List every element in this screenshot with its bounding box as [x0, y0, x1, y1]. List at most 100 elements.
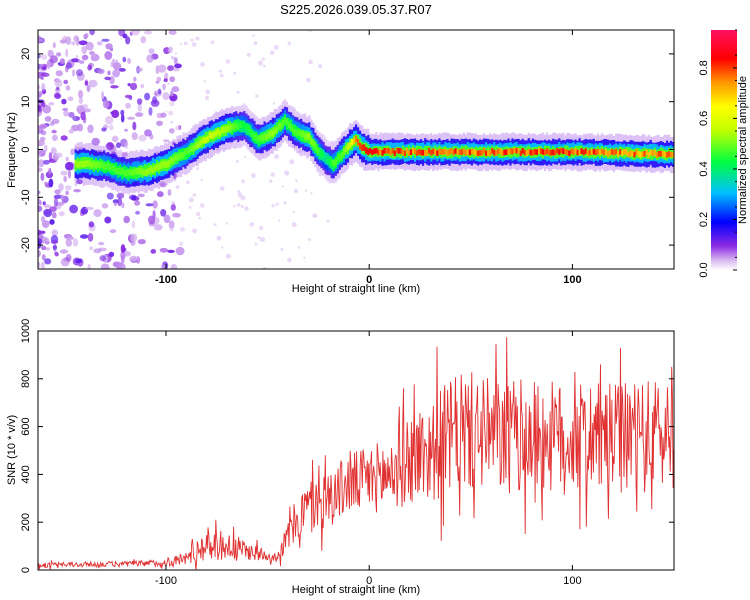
- noise-blob: [137, 103, 142, 112]
- ridge-cell: [174, 154, 177, 162]
- ridge-cell: [153, 165, 156, 172]
- ridge-cell: [261, 134, 264, 142]
- noise-blob: [40, 54, 48, 60]
- noise-blob: [55, 70, 63, 77]
- noise-blob: [200, 178, 203, 181]
- ridge-cell: [324, 156, 327, 163]
- noise-blob: [38, 149, 46, 155]
- noise-blob: [127, 57, 131, 65]
- ridge-cell: [96, 161, 100, 168]
- noise-blob: [44, 258, 52, 265]
- ridge-cell: [537, 147, 541, 154]
- noise-blob: [131, 195, 137, 201]
- ridge-cell: [621, 150, 624, 156]
- noise-blob: [163, 214, 171, 224]
- ridge-cell: [320, 150, 323, 158]
- noise-blob: [326, 219, 330, 223]
- ridge-cell: [458, 149, 461, 155]
- noise-blob: [278, 219, 281, 222]
- ridge-cell: [517, 148, 520, 154]
- colorbar-tick-label: 0.4: [698, 161, 710, 176]
- noise-blob: [148, 107, 153, 116]
- noise-blob: [273, 44, 279, 50]
- ridge-cell: [550, 149, 553, 156]
- noise-blob: [292, 211, 295, 214]
- noise-blob: [38, 90, 44, 97]
- snr-xlabel: Height of straight line (km): [292, 584, 420, 596]
- noise-blob: [192, 228, 198, 234]
- noise-blob: [152, 200, 158, 209]
- noise-blob: [297, 246, 301, 249]
- x-tick-label: 0: [366, 274, 372, 286]
- noise-blob: [78, 97, 83, 104]
- ridge-cell: [483, 147, 486, 154]
- noise-blob: [122, 247, 127, 252]
- noise-blob: [44, 181, 48, 186]
- noise-blob: [50, 147, 57, 155]
- ridge-cell: [164, 161, 167, 168]
- ridge-cell: [602, 149, 606, 156]
- noise-blob: [156, 120, 163, 127]
- ridge-cell: [600, 148, 603, 155]
- ridge-cell: [511, 148, 514, 155]
- noise-blob: [175, 185, 180, 189]
- noise-blob: [168, 110, 174, 116]
- ridge-cell: [450, 147, 453, 154]
- noise-blob: [77, 123, 84, 132]
- noise-blob: [148, 48, 155, 54]
- noise-blob: [150, 99, 160, 107]
- ridge-cell: [208, 131, 211, 139]
- noise-blob: [54, 252, 59, 257]
- y-tick-label: 20: [20, 48, 32, 60]
- noise-blob: [45, 171, 54, 179]
- noise-blob: [237, 192, 243, 198]
- noise-blob: [87, 232, 94, 242]
- noise-blob: [56, 52, 62, 57]
- ridge-cell: [464, 150, 467, 156]
- ridge-cell: [489, 150, 492, 156]
- noise-blob: [160, 209, 167, 217]
- noise-blob: [86, 85, 91, 92]
- chart-title: S225.2026.039.05.37.R07: [280, 2, 432, 17]
- ridge-cell: [214, 130, 217, 137]
- noise-blob: [312, 213, 317, 218]
- colorbar-label: Normalized spectral amplitude: [737, 76, 749, 224]
- ridge-cell: [119, 168, 122, 175]
- ridge-cell: [487, 150, 490, 156]
- noise-blob: [140, 83, 144, 89]
- noise-blob: [160, 264, 166, 269]
- ridge-cell: [233, 123, 236, 131]
- ridge-cell: [373, 148, 376, 154]
- noise-blob: [61, 98, 67, 105]
- noise-blob: [171, 201, 175, 204]
- noise-blob: [67, 96, 74, 101]
- noise-blob: [109, 124, 114, 131]
- ridge-cell: [342, 148, 345, 155]
- noise-blob: [124, 94, 132, 99]
- ridge-cell: [340, 152, 343, 159]
- noise-blob: [272, 102, 276, 105]
- noise-blob: [109, 229, 117, 234]
- ridge-cell: [371, 149, 374, 156]
- noise-blob: [131, 30, 140, 36]
- noise-blob: [136, 67, 143, 72]
- ridge-cell: [413, 148, 417, 155]
- noise-blob: [255, 94, 259, 98]
- ridge-cell: [468, 149, 471, 156]
- noise-blob: [167, 249, 175, 253]
- noise-blob: [259, 225, 264, 230]
- y-tick-label: 1000: [20, 319, 32, 343]
- noise-blob: [112, 199, 119, 204]
- ridge-cell: [515, 147, 518, 154]
- ridge-cell: [661, 151, 664, 157]
- ridge-cell: [239, 121, 242, 129]
- ridge-cell: [633, 151, 636, 158]
- ridge-cell: [259, 134, 262, 141]
- ridge-cell: [306, 133, 309, 140]
- y-tick-label: 0: [20, 146, 32, 152]
- noise-blob: [52, 42, 56, 49]
- ridge-cell: [298, 129, 301, 136]
- ridge-cell: [460, 149, 463, 156]
- noise-blob: [65, 190, 69, 196]
